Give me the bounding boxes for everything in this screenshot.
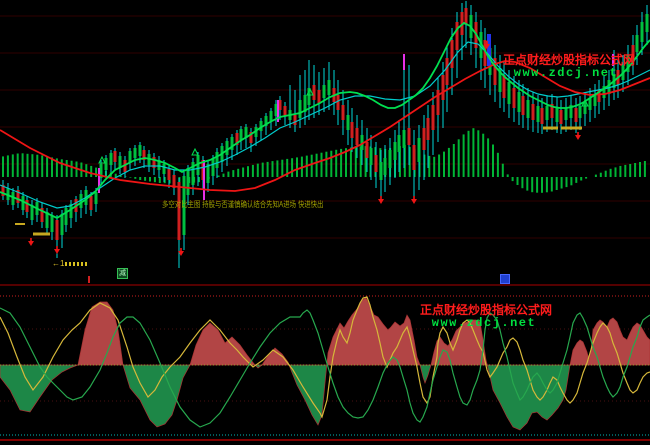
reduce-signal-box: 减 [117, 268, 128, 279]
wave-annotation-label: ←1 [52, 259, 65, 268]
oscillator-panel [0, 296, 650, 441]
moving-averages [0, 21, 650, 220]
candlesticks [1, 1, 649, 268]
indicator-signal-text: 多空对比主图 持股与否谨慎确认结合先知A进场 快进快出 [162, 200, 324, 209]
signal-bars [88, 34, 614, 283]
wave-annotation-dashes [65, 261, 90, 266]
blue-signal-box [500, 274, 510, 284]
yellow-support-segments [15, 126, 582, 236]
trade-arrows [28, 41, 589, 256]
wave-annotation: ←1 [52, 259, 90, 268]
panel-dividers [0, 284, 650, 297]
